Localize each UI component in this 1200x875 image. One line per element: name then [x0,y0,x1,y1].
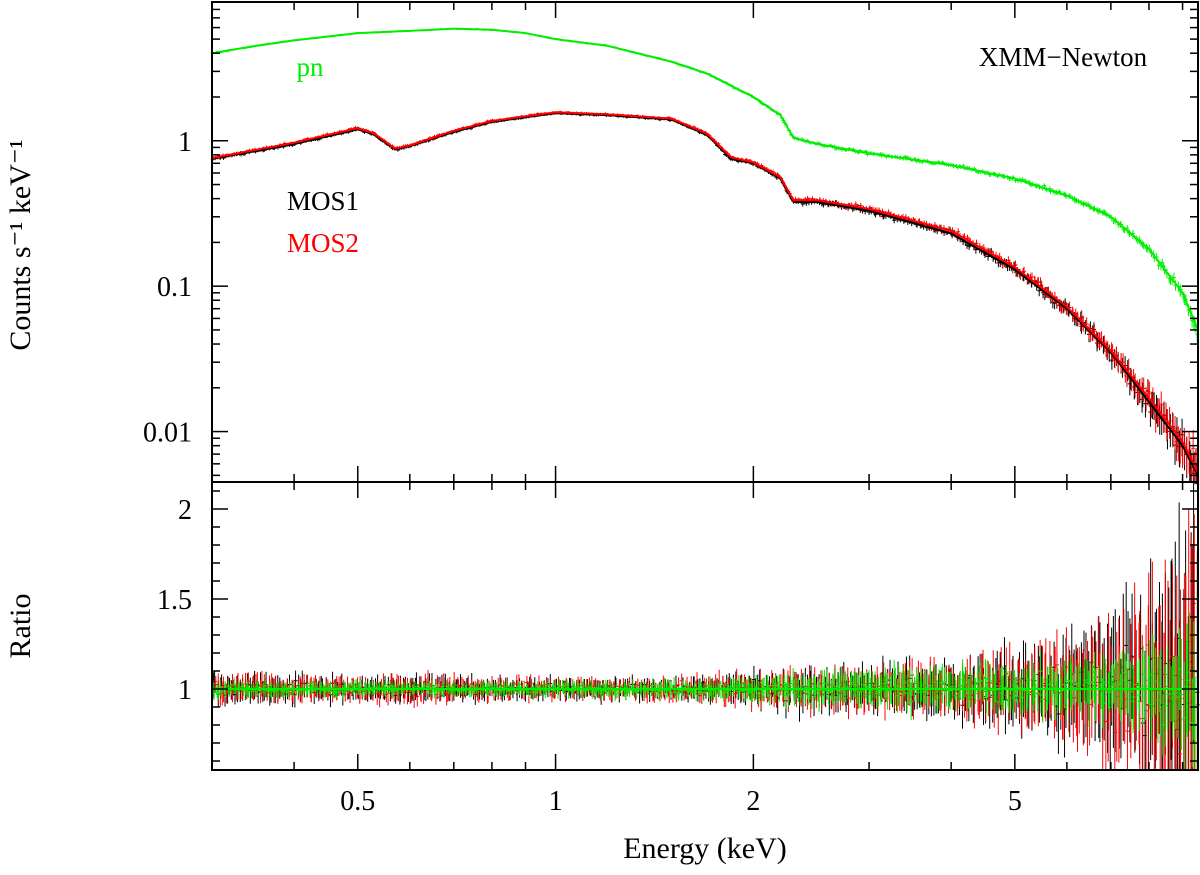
model-line-pn [212,29,1198,330]
ratio-data-layer [211,482,1199,770]
